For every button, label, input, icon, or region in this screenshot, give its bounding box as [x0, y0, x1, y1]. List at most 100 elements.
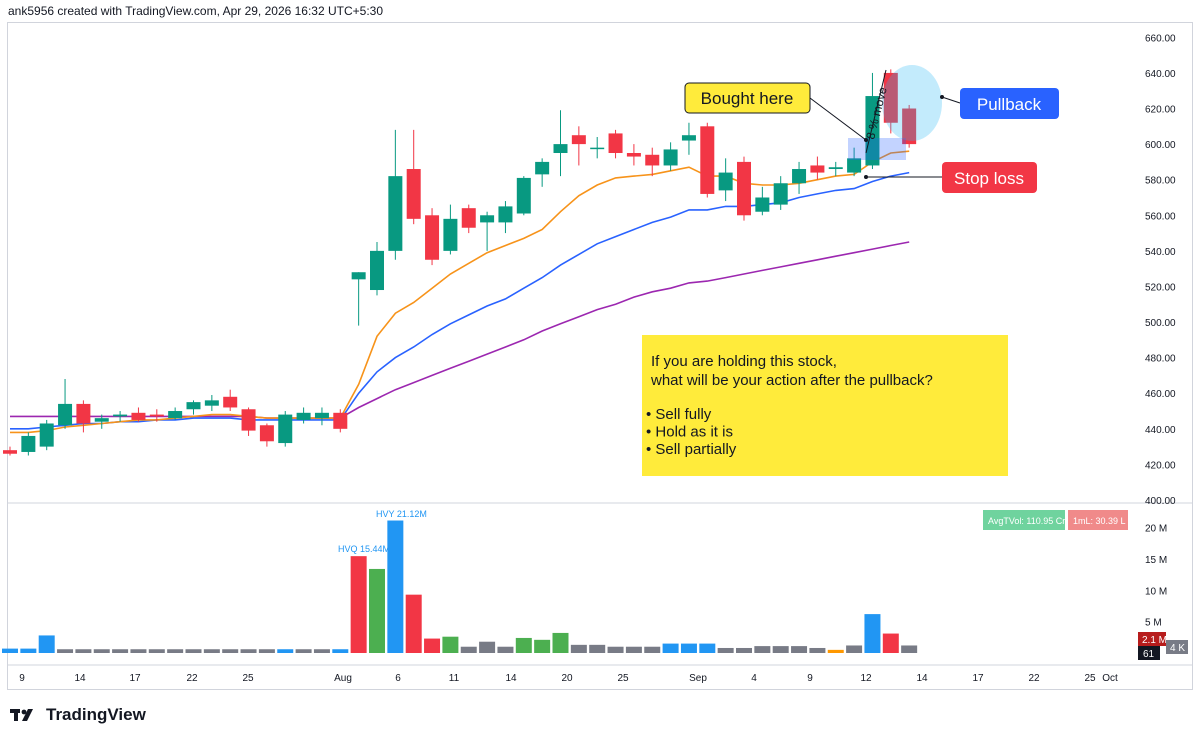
time-axis[interactable]: 9 14 17 22 25 Aug 6 11 14 20 25 Sep 4 9 12 14 17 22 25 Oct — [19, 673, 1118, 684]
volume-bars — [2, 520, 918, 653]
candle — [461, 204, 476, 234]
candle — [828, 161, 843, 177]
volume-bar — [57, 649, 74, 653]
volume-bar — [277, 649, 294, 653]
price-tick-label: 660.00 — [1145, 33, 1176, 44]
volume-bar — [772, 646, 789, 653]
candle-body — [58, 403, 73, 426]
volume-bar — [552, 632, 569, 653]
candle-body — [480, 215, 495, 223]
tradingview-logo[interactable]: TradingView — [10, 705, 146, 725]
question-line-2: what will be your action after the pullb… — [650, 372, 933, 389]
volume-bar — [93, 649, 110, 653]
price-chart[interactable]: 660.00 640.00 620.00 600.00 580.00 560.00 540.… — [0, 0, 1200, 690]
candle-body — [847, 158, 862, 173]
time-tick-label: 17 — [129, 673, 141, 684]
candle-body — [553, 144, 568, 154]
candle — [58, 378, 73, 429]
candle — [663, 142, 678, 171]
volume-bar — [644, 646, 661, 653]
option-item: • Sell partially — [646, 441, 737, 458]
annotations: 8 % move Bought here Pullback Stop loss … — [642, 65, 1059, 476]
time-tick-label: 6 — [395, 673, 401, 684]
candle — [223, 389, 238, 412]
volume-tick-label: 5 M — [1145, 618, 1162, 629]
time-tick-label: 9 — [19, 673, 25, 684]
volume-axis: 20 M 15 M 10 M 5 M — [1145, 524, 1167, 629]
chart-credit: ank5956 created with TradingView.com, Ap… — [8, 4, 384, 18]
candle — [425, 208, 440, 266]
option-item: • Hold as it is — [646, 424, 733, 441]
bought-here-box[interactable] — [684, 82, 811, 114]
move-arrow — [865, 69, 887, 154]
volume-tick-label: 20 M — [1145, 524, 1167, 535]
candle — [608, 129, 623, 159]
candle-body — [718, 172, 733, 191]
volume-bar — [148, 649, 165, 653]
option-list: • Sell fully• Hold as it is• Sell partia… — [646, 406, 737, 458]
avg-vol-text: AvgTVol: 110.95 Cr — [988, 516, 1065, 526]
candle-body — [810, 165, 825, 173]
candle — [443, 204, 458, 255]
candle-body — [902, 108, 917, 145]
candle — [883, 69, 898, 134]
time-tick-label: 12 — [860, 673, 872, 684]
candle-body — [792, 169, 807, 184]
ema-fast-line — [10, 150, 910, 434]
pullback-box[interactable] — [960, 88, 1059, 119]
candle-body — [21, 435, 36, 452]
candle — [792, 161, 807, 194]
question-note[interactable] — [642, 335, 1008, 476]
candle-body — [370, 250, 384, 291]
volume-bar — [130, 649, 147, 653]
price-axis[interactable]: 660.00 640.00 620.00 600.00 580.00 560.00 540.… — [1145, 33, 1176, 507]
chart-frame — [7, 22, 1193, 690]
time-tick-label: Aug — [334, 673, 352, 684]
entry-zone-highlight — [848, 138, 906, 160]
candle-body — [186, 402, 201, 410]
candle-body — [296, 412, 311, 420]
volume-bar — [680, 643, 697, 653]
price-tick-label: 560.00 — [1145, 211, 1176, 222]
candle-body — [241, 409, 256, 431]
question-line-1: If you are holding this stock, — [651, 353, 837, 370]
volume-bar — [809, 647, 826, 653]
hvy-label: HVY 21.12M — [376, 509, 427, 519]
volume-bar — [846, 645, 863, 653]
candle — [259, 423, 274, 447]
stop-loss-dot — [864, 175, 868, 179]
volume-bar — [754, 646, 771, 653]
volume-bar — [313, 649, 330, 653]
candle — [241, 407, 256, 436]
brand-name: TradingView — [46, 705, 146, 724]
candle-body — [590, 147, 605, 150]
candle — [351, 272, 366, 326]
bought-dot — [864, 138, 868, 142]
candle-body — [425, 215, 440, 260]
candle — [590, 136, 605, 159]
volume-bar — [625, 646, 642, 653]
volume-bar — [515, 637, 532, 653]
candle-body — [737, 161, 751, 216]
candle-body — [113, 414, 128, 417]
option-item: • Sell fully — [646, 406, 712, 423]
volume-tick-label: 10 M — [1145, 586, 1167, 597]
pullback-connector — [941, 96, 961, 104]
candle — [388, 129, 403, 260]
candle — [902, 104, 917, 148]
volume-bar — [791, 646, 808, 653]
time-tick-label: 11 — [449, 673, 460, 684]
volume-bar — [75, 649, 92, 653]
candle-body — [571, 135, 586, 145]
candle — [810, 156, 825, 180]
one-ml-text: 1mL: 30.39 L — [1073, 516, 1126, 526]
stop-loss-box[interactable] — [942, 162, 1037, 193]
candle — [847, 147, 862, 177]
candle — [480, 211, 495, 251]
candle — [131, 407, 146, 422]
time-tick-label: 25 — [242, 673, 254, 684]
candle — [535, 158, 550, 187]
price-tick-label: 500.00 — [1145, 318, 1176, 329]
candle-body — [608, 133, 623, 154]
price-tick-label: 480.00 — [1145, 354, 1176, 365]
